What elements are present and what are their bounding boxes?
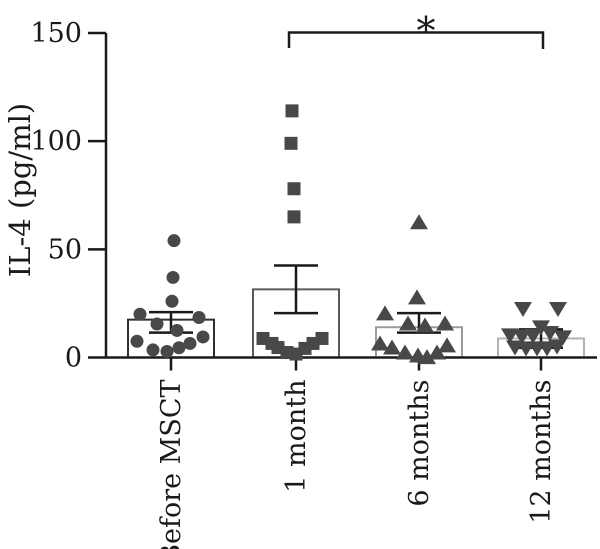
data-point-triangle-down <box>514 302 532 318</box>
data-point-circle <box>196 330 210 344</box>
data-point-triangle-down <box>501 328 519 344</box>
data-point-triangle-up <box>371 335 389 351</box>
bar-group-1-month <box>252 264 340 359</box>
points-before-msct <box>130 234 210 358</box>
data-point-triangle-up <box>410 214 428 230</box>
data-point-square <box>315 331 329 345</box>
points-6-months <box>371 214 456 365</box>
data-point-circle <box>192 310 206 324</box>
data-point-triangle-up <box>438 337 456 353</box>
points-1-month <box>256 104 329 361</box>
data-point-circle <box>167 234 181 248</box>
y-tick-label: 150 <box>30 18 82 49</box>
data-point-square <box>287 210 301 224</box>
data-point-circle <box>160 344 174 358</box>
y-axis-title: IL-4 (pg/ml) <box>3 103 37 277</box>
significance-bracket <box>287 31 545 49</box>
data-point-triangle-down <box>513 329 531 345</box>
data-point-square <box>287 182 301 196</box>
data-point-circle <box>183 336 197 350</box>
data-point-circle <box>166 270 180 284</box>
data-point-circle <box>170 323 184 337</box>
data-point-circle <box>172 341 186 355</box>
data-point-square <box>285 104 299 118</box>
data-point-circle <box>146 343 160 357</box>
data-point-triangle-up <box>418 349 436 365</box>
data-point-triangle-down <box>554 330 572 346</box>
data-point-triangle-up <box>376 305 394 321</box>
data-point-triangle-down <box>549 302 567 318</box>
category-label-12-months: 12 months <box>526 380 557 524</box>
y-tick-label: 100 <box>30 126 82 157</box>
data-point-triangle-up <box>436 315 454 331</box>
data-point-triangle-up <box>416 317 434 333</box>
y-tick-label: 0 <box>65 343 82 374</box>
data-point-circle <box>150 317 164 331</box>
points-12-months <box>501 302 572 357</box>
data-point-triangle-down <box>532 320 550 336</box>
category-label-before-msct: Before MSCT <box>156 380 187 549</box>
data-point-triangle-up <box>428 344 446 360</box>
data-point-square <box>284 136 298 150</box>
data-point-circle <box>133 307 147 321</box>
data-point-triangle-down <box>548 339 566 355</box>
data-point-triangle-down <box>541 326 559 342</box>
data-point-triangle-down <box>524 328 542 344</box>
category-label-6-months: 6 months <box>404 380 435 507</box>
data-point-triangle-up <box>383 339 401 355</box>
significance-asterisk: * <box>417 9 436 53</box>
data-point-circle <box>165 294 179 308</box>
data-point-circle <box>130 334 144 348</box>
data-point-triangle-up <box>408 289 426 305</box>
data-point-triangle-up <box>399 315 417 331</box>
category-label-1-month: 1 month <box>281 380 312 493</box>
y-tick-label: 50 <box>48 234 82 265</box>
data-point-triangle-up <box>396 344 414 360</box>
